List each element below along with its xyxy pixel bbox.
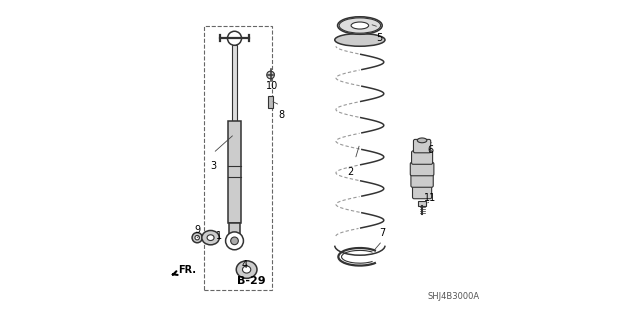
Ellipse shape [335, 33, 385, 46]
Text: 4: 4 [242, 260, 248, 270]
FancyBboxPatch shape [411, 174, 433, 187]
Ellipse shape [417, 138, 427, 143]
Ellipse shape [207, 235, 214, 241]
Circle shape [267, 71, 275, 79]
FancyBboxPatch shape [412, 151, 433, 164]
Circle shape [225, 232, 243, 250]
FancyBboxPatch shape [413, 139, 431, 153]
Text: 8: 8 [278, 110, 285, 120]
Ellipse shape [236, 261, 257, 278]
Ellipse shape [337, 17, 382, 34]
Bar [228, 121, 241, 223]
Circle shape [230, 237, 238, 245]
Text: 9: 9 [194, 225, 200, 235]
Text: 6: 6 [427, 145, 433, 155]
Text: 1: 1 [216, 231, 223, 241]
Text: FR.: FR. [173, 264, 196, 275]
FancyBboxPatch shape [410, 162, 434, 176]
Text: 3: 3 [210, 161, 216, 171]
Ellipse shape [202, 230, 220, 245]
Text: 11: 11 [424, 193, 436, 203]
Circle shape [227, 31, 241, 45]
Circle shape [192, 233, 202, 243]
Text: 10: 10 [266, 81, 278, 91]
Text: 5: 5 [376, 33, 382, 43]
Text: 2: 2 [347, 167, 353, 177]
Text: B-29: B-29 [237, 276, 266, 286]
Ellipse shape [351, 22, 369, 29]
Text: 7: 7 [379, 228, 385, 238]
FancyBboxPatch shape [413, 185, 431, 199]
Ellipse shape [243, 266, 251, 273]
Bar [232, 45, 237, 121]
Bar [229, 223, 239, 236]
Polygon shape [419, 201, 426, 206]
FancyBboxPatch shape [268, 96, 273, 108]
Text: SHJ4B3000A: SHJ4B3000A [428, 292, 480, 301]
Circle shape [195, 235, 200, 240]
